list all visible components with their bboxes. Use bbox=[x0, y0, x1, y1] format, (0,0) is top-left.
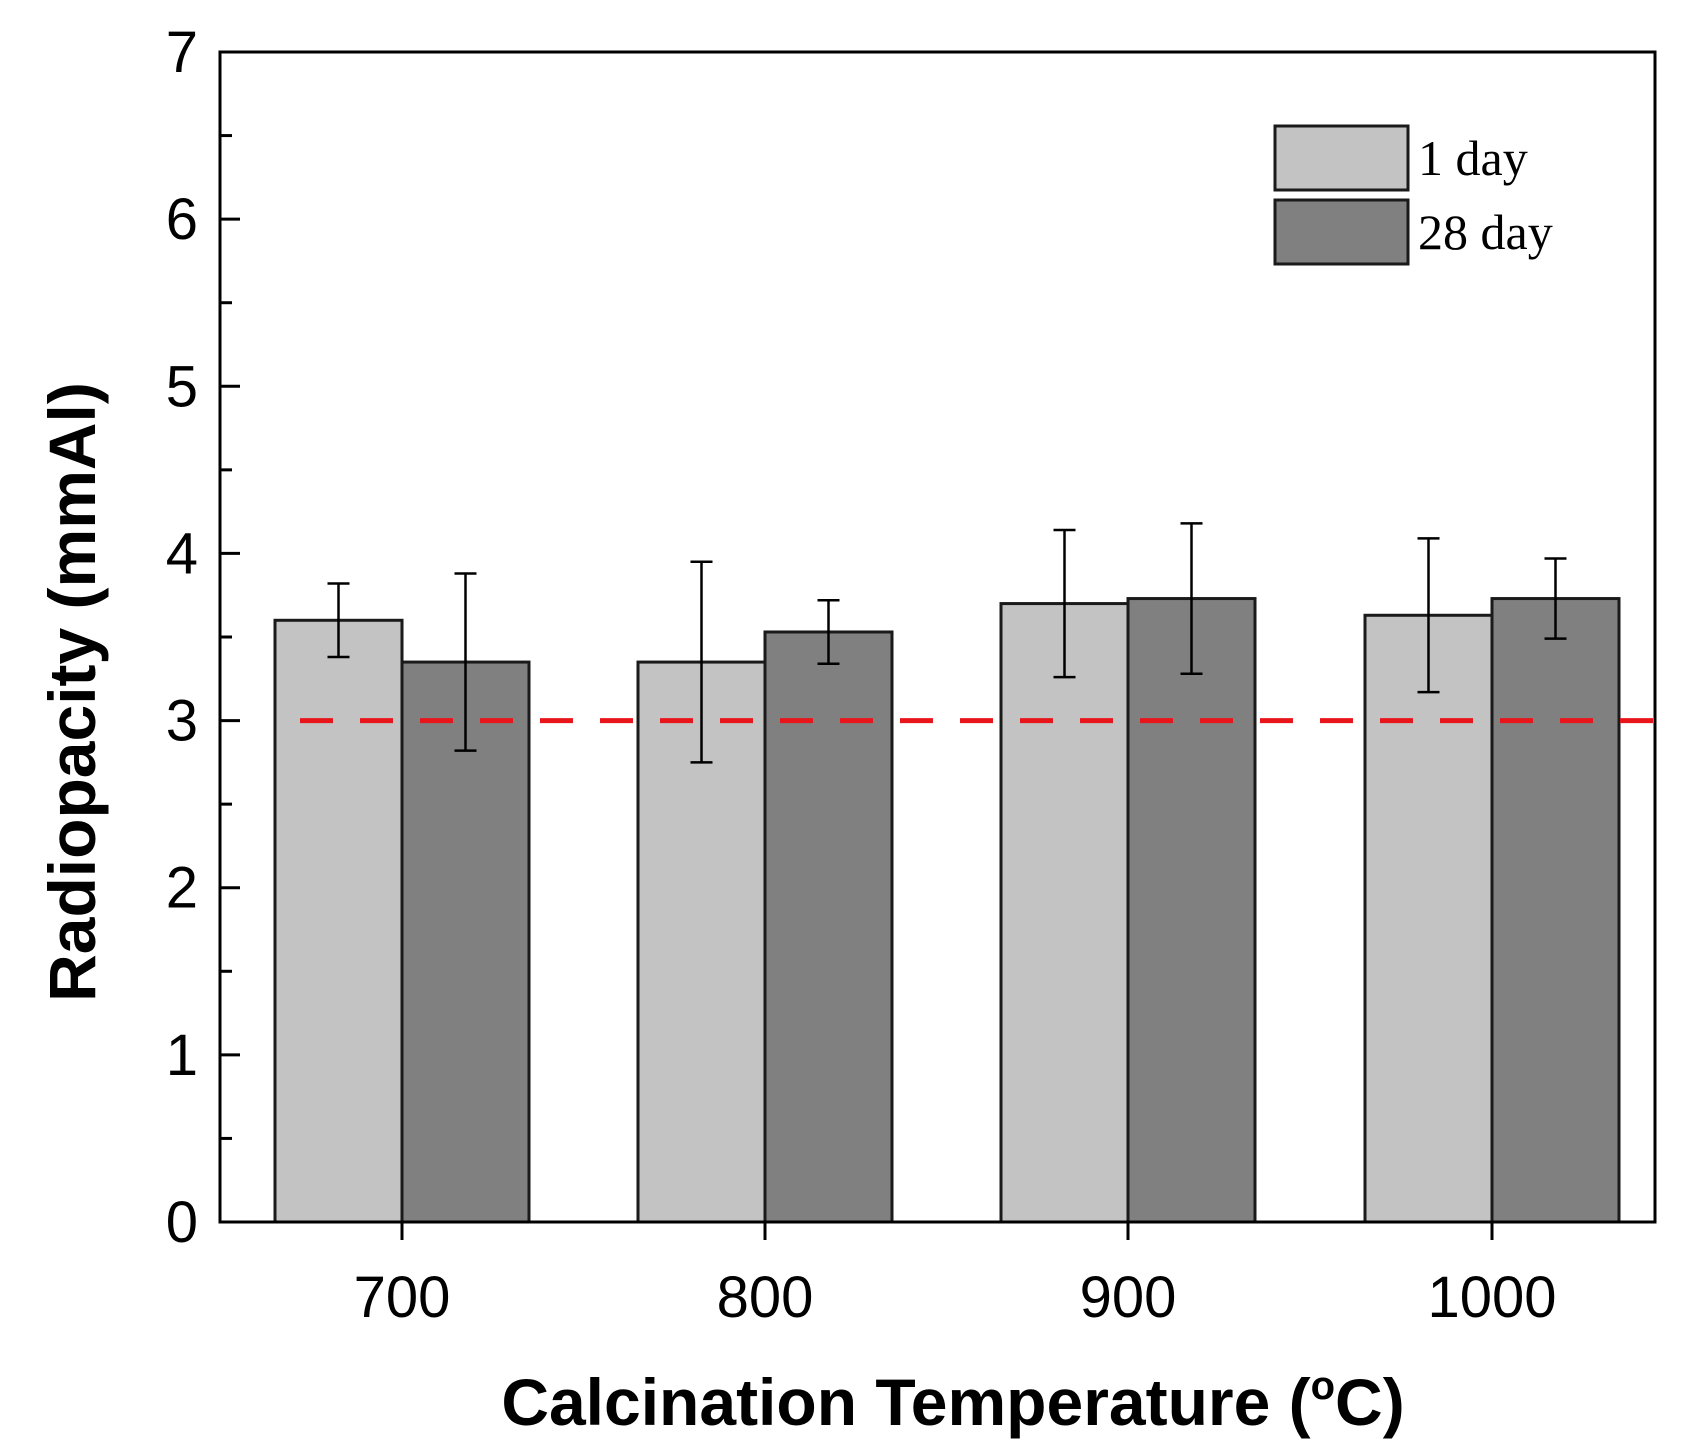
error-bar-28-day-900 bbox=[1180, 522, 1203, 676]
plot-area: 0 1 2 3 4 5 6 7 700 800 900 1000 bbox=[166, 20, 1657, 1330]
y-tick-label: 3 bbox=[166, 689, 198, 754]
error-bar-28-day-700 bbox=[454, 572, 477, 752]
error-bar-28-day-1000 bbox=[1544, 557, 1567, 640]
error-bar-1-day-800 bbox=[690, 560, 713, 764]
legend-item-1-day: 1 day bbox=[1273, 124, 1528, 192]
x-axis-title-degree: o bbox=[1311, 1364, 1335, 1408]
x-axis-title-unit: C) bbox=[1335, 1365, 1405, 1439]
legend-label: 1 day bbox=[1418, 130, 1528, 186]
x-tick-label: 900 bbox=[1080, 1265, 1177, 1330]
x-axis-title-main: Calcination Temperature ( bbox=[501, 1365, 1310, 1439]
axis-labels: Radiopacity (mmAl) Calcination Temperatu… bbox=[35, 382, 1405, 1439]
legend-item-28-day: 28 day bbox=[1273, 198, 1553, 266]
bar-1-day-900 bbox=[999, 602, 1130, 1224]
bar-1-day-700 bbox=[273, 618, 404, 1224]
y-tick-label: 6 bbox=[166, 187, 198, 252]
x-tick-label: 700 bbox=[354, 1265, 451, 1330]
x-tick-label: 1000 bbox=[1427, 1265, 1556, 1330]
bar-28-day-1000 bbox=[1490, 597, 1621, 1224]
bar-28-day-900 bbox=[1126, 597, 1257, 1224]
legend-swatch bbox=[1273, 124, 1410, 192]
error-bar-28-day-800 bbox=[817, 598, 840, 665]
y-axis-title: Radiopacity (mmAl) bbox=[35, 382, 109, 1002]
x-axis-title: Calcination Temperature (oC) bbox=[501, 1364, 1404, 1439]
legend: 1 day 28 day bbox=[1273, 124, 1553, 266]
y-tick-label: 0 bbox=[166, 1190, 198, 1255]
y-tick-label: 5 bbox=[166, 354, 198, 419]
legend-swatch bbox=[1273, 198, 1410, 266]
error-bar-1-day-900 bbox=[1053, 528, 1076, 679]
y-tick-label: 2 bbox=[166, 856, 198, 921]
y-tick-label: 4 bbox=[166, 521, 198, 586]
error-bar-1-day-1000 bbox=[1417, 537, 1440, 694]
x-tick-label: 800 bbox=[717, 1265, 814, 1330]
error-bar-1-day-700 bbox=[327, 582, 350, 659]
y-tick-label: 1 bbox=[166, 1023, 198, 1088]
bar-1-day-1000 bbox=[1363, 613, 1494, 1224]
legend-label: 28 day bbox=[1418, 204, 1553, 260]
y-tick-label: 7 bbox=[166, 20, 198, 85]
